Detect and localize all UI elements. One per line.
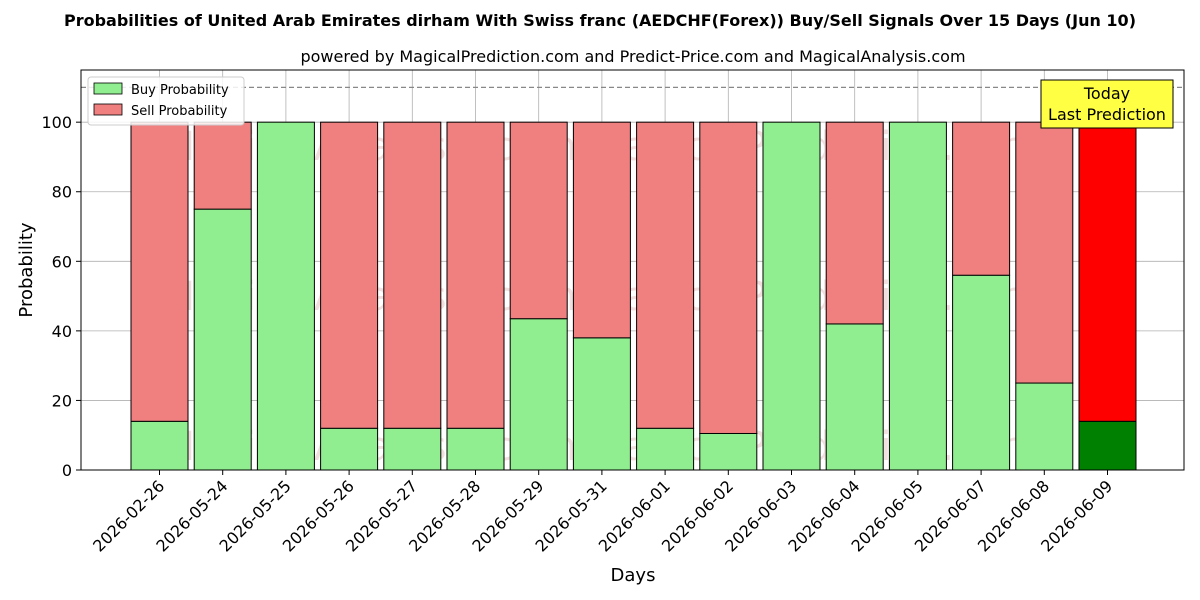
- chart-title: Probabilities of United Arab Emirates di…: [64, 11, 1136, 30]
- bar-sell-2026-06-02: [699, 121, 758, 434]
- today-annotation: Today Last Prediction: [1040, 79, 1174, 129]
- y-tick-label-0: 0: [62, 461, 72, 480]
- bars: [130, 121, 1137, 471]
- bar-sell-2026-06-04: [825, 121, 884, 325]
- bar-buy-2026-06-07: [952, 274, 1011, 471]
- today-annotation-line1: Today: [1083, 84, 1130, 103]
- bar-buy-2026-05-27: [383, 427, 442, 471]
- chart-subtitle: powered by MagicalPrediction.com and Pre…: [300, 47, 965, 66]
- legend-swatch-sell: [93, 103, 123, 116]
- y-tick-label-1: 20: [52, 391, 72, 410]
- bar-buy-2026-06-04: [825, 323, 884, 471]
- bar-buy-2026-05-24: [193, 208, 252, 471]
- y-tick-label-5: 100: [41, 113, 72, 132]
- bar-buy-2026-06-09: [1078, 420, 1137, 471]
- bar-buy-2026-06-02: [699, 432, 758, 471]
- legend-swatch-buy: [93, 82, 123, 95]
- y-tick-label-3: 60: [52, 252, 72, 271]
- y-tick-label-4: 80: [52, 183, 72, 202]
- legend-frame: [87, 76, 245, 126]
- legend-label-buy: Buy Probability: [131, 83, 229, 98]
- legend-label-sell: Sell Probability: [131, 104, 228, 119]
- bar-buy-2026-06-03: [762, 121, 821, 471]
- legend: Buy Probability Sell Probability: [87, 76, 245, 126]
- bar-sell-2026-05-27: [383, 121, 442, 429]
- bar-sell-2026-02-26: [130, 121, 189, 422]
- bar-sell-2026-06-07: [952, 121, 1011, 276]
- bar-sell-2026-06-09: [1078, 121, 1137, 422]
- plot-frame: [80, 69, 1185, 471]
- bar-sell-2026-05-29: [509, 121, 568, 320]
- bar-sell-2026-05-31: [572, 121, 631, 339]
- bar-sell-2026-06-08: [1015, 121, 1074, 384]
- y-axis-label: Probability: [16, 222, 37, 317]
- x-axis-label: Days: [611, 565, 656, 586]
- bar-sell-2026-05-24: [193, 121, 252, 210]
- bar-buy-2026-05-26: [320, 427, 379, 471]
- y-tick-label-2: 40: [52, 322, 72, 341]
- bar-buy-2026-05-28: [446, 427, 505, 471]
- bar-sell-2026-06-01: [636, 121, 695, 429]
- bar-sell-2026-05-28: [446, 121, 505, 429]
- today-annotation-box: [1040, 79, 1174, 129]
- bar-sell-2026-05-26: [320, 121, 379, 429]
- bar-buy-2026-05-29: [509, 318, 568, 471]
- bar-buy-2026-02-26: [130, 420, 189, 471]
- bar-buy-2026-05-25: [256, 121, 315, 471]
- bar-buy-2026-06-08: [1015, 382, 1074, 471]
- bar-buy-2026-06-05: [888, 121, 947, 471]
- bar-buy-2026-06-01: [636, 427, 695, 471]
- today-annotation-line2: Last Prediction: [1048, 105, 1166, 124]
- x-axis: 2026-02-262026-05-242026-05-252026-05-26…: [89, 470, 1116, 556]
- bar-buy-2026-05-31: [572, 337, 631, 471]
- y-axis: 0 20 40 60 80 100: [41, 113, 81, 480]
